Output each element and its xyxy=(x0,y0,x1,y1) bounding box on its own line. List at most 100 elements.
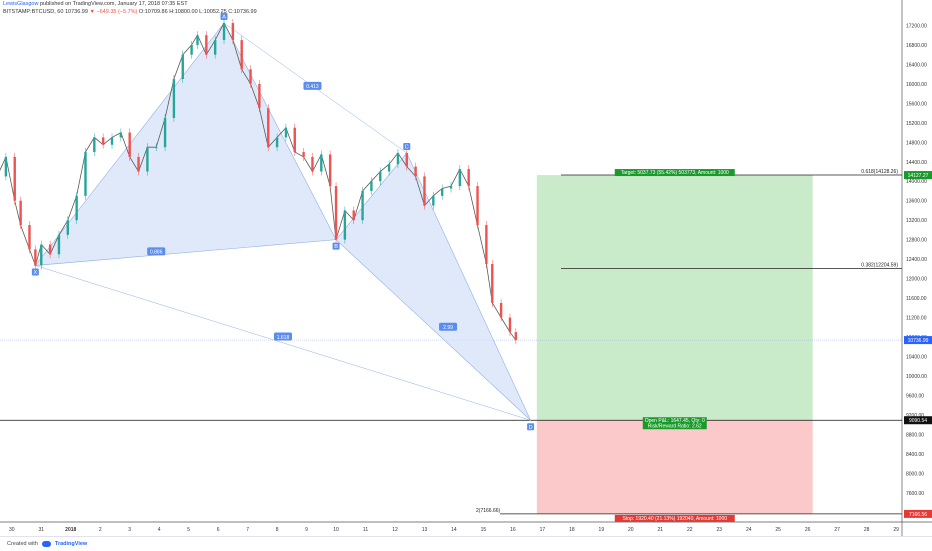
published-text: published on TradingView.com, January 17… xyxy=(40,1,188,7)
ratio-badge xyxy=(439,322,458,331)
y-tick-label: 9600.00 xyxy=(906,393,924,399)
y-tick-label: 16400.00 xyxy=(906,62,927,68)
y-tick-label: 8000.00 xyxy=(906,471,924,477)
pattern-point-label: B xyxy=(334,244,338,250)
x-tick-label: 4 xyxy=(158,527,161,533)
axis-price-text: 7166.56 xyxy=(909,512,927,518)
y-tick-label: 11200.00 xyxy=(906,316,927,322)
x-tick-label: 3 xyxy=(128,527,131,533)
x-tick-label: 24 xyxy=(746,527,752,533)
pattern-point-label: C xyxy=(405,145,409,151)
y-tick-label: 10000.00 xyxy=(906,374,927,380)
y-tick-label: 14800.00 xyxy=(906,140,927,146)
tradingview-brand[interactable]: TradingView xyxy=(54,541,88,547)
ratio-label: 0.886 xyxy=(150,250,163,256)
x-tick-label: 28 xyxy=(864,527,870,533)
x-tick-label: 25 xyxy=(775,527,781,533)
stop-label-bg xyxy=(614,514,735,522)
fib-level-label: 2(7166.66) xyxy=(476,508,501,514)
pattern-point-badge xyxy=(220,13,228,21)
x-tick-label: 21 xyxy=(658,527,664,533)
created-with-text: Created with xyxy=(7,541,38,547)
axis-price-text: 9090.54 xyxy=(909,418,927,424)
y-tick-label: 17200.00 xyxy=(906,23,927,29)
x-tick-label: 31 xyxy=(38,527,44,533)
chart-header: LewisGlasgow published on TradingView.co… xyxy=(3,1,188,7)
y-tick-label: 13600.00 xyxy=(906,199,927,205)
tradingview-logo-icon xyxy=(41,541,51,547)
x-tick-label: 30 xyxy=(9,527,15,533)
y-tick-label: 16800.00 xyxy=(906,43,927,49)
ohlc-values: O:10709.86 H:10800.00 L:10052.25 C:10736… xyxy=(138,9,257,15)
pattern-point-label: A xyxy=(222,15,226,21)
symbol-line: BITSTAMP:BTCUSD, 60 10736.99 ▼ −649.35 (… xyxy=(3,9,257,15)
x-tick-label: 20 xyxy=(628,527,634,533)
ratio-label: 1.618 xyxy=(277,335,290,341)
y-tick-label: 9200.00 xyxy=(906,413,924,419)
x-tick-label: 18 xyxy=(569,527,575,533)
y-tick-label: 13200.00 xyxy=(906,218,927,224)
rr-label: Risk/Reward Ratio: 2.62 xyxy=(648,424,702,430)
x-tick-label: 14 xyxy=(451,527,457,533)
axis-price-badge xyxy=(904,416,932,425)
x-tick-label: 10 xyxy=(333,527,339,533)
ratio-badge xyxy=(147,247,166,256)
y-tick-label: 12800.00 xyxy=(906,238,927,244)
pattern-xd-line xyxy=(35,265,531,421)
y-tick-label: 14400.00 xyxy=(906,160,927,166)
x-tick-label: 29 xyxy=(893,527,899,533)
price-change: ▼ −649.35 (−5.7%) xyxy=(89,9,138,15)
x-tick-label: 17 xyxy=(540,527,546,533)
ratio-label: 2.99 xyxy=(443,325,453,331)
pattern-point-badge xyxy=(332,242,340,250)
axis-price-badge xyxy=(904,336,932,345)
axis-price-text: 14127.27 xyxy=(908,173,929,179)
x-tick-label: 27 xyxy=(834,527,840,533)
stop-label: Stop: 1920.40 (21.13%) 192040, Amount: 1… xyxy=(622,516,727,522)
ratio-label: 0.413 xyxy=(306,84,319,90)
y-tick-label: 15200.00 xyxy=(906,121,927,127)
stop-zone xyxy=(536,420,813,514)
chart-canvas[interactable]: 17200.00 16800.00 16400.00 16000.00 15600.00… xyxy=(0,0,932,536)
y-tick-label: 16000.00 xyxy=(906,82,927,88)
author-link[interactable]: LewisGlasgow xyxy=(3,1,39,7)
y-tick-label: 15600.00 xyxy=(906,101,927,107)
x-tick-label: 2 xyxy=(99,527,102,533)
target-label: Target: 5037.73 (55.42%) 503773, Amount:… xyxy=(621,170,729,176)
x-tick-label: 8 xyxy=(276,527,279,533)
axis-price-badge xyxy=(904,171,932,180)
pattern-point-label: D xyxy=(529,425,533,431)
x-tick-label: 15 xyxy=(481,527,487,533)
x-tick-label: 6 xyxy=(217,527,220,533)
symbol-label[interactable]: BITSTAMP:BTCUSD, 60 xyxy=(3,9,64,15)
x-tick-label: 7 xyxy=(246,527,249,533)
fib-level-label: 0.382(12204.59) xyxy=(861,263,898,269)
pnl-label: Open P&L: 1647.45, Qty: 0 xyxy=(645,418,705,424)
ratio-badge xyxy=(303,81,322,90)
ratio-badge xyxy=(273,332,292,341)
pattern-point-badge xyxy=(31,268,39,276)
target-zone xyxy=(536,175,813,421)
x-tick-label: 26 xyxy=(805,527,811,533)
y-tick-label: 10400.00 xyxy=(906,354,927,360)
x-tick-label: 13 xyxy=(422,527,428,533)
fib-level-label: 0.618(14128.26) xyxy=(861,169,898,175)
pattern-xab xyxy=(34,22,337,266)
pnl-label-bg xyxy=(642,417,707,430)
y-tick-label: 14000.00 xyxy=(906,179,927,185)
y-tick-label: 8800.00 xyxy=(906,432,924,438)
axis-price-badge xyxy=(904,509,932,518)
x-tick-label: 9 xyxy=(305,527,308,533)
axis-price-text: 10736.99 xyxy=(908,338,929,344)
pattern-point-badge xyxy=(527,423,535,431)
x-tick-label: 2018 xyxy=(65,527,76,533)
pattern-point-badge xyxy=(403,143,411,151)
y-tick-label: 8400.00 xyxy=(906,452,924,458)
x-tick-label: 12 xyxy=(392,527,398,533)
pattern-bcd xyxy=(335,152,531,421)
x-tick-label: 22 xyxy=(687,527,693,533)
y-tick-label: 7600.00 xyxy=(906,491,924,497)
last-price: 10736.99 xyxy=(64,9,88,15)
footer-bar: Created with TradingView xyxy=(0,536,932,551)
target-label-bg xyxy=(614,169,735,177)
